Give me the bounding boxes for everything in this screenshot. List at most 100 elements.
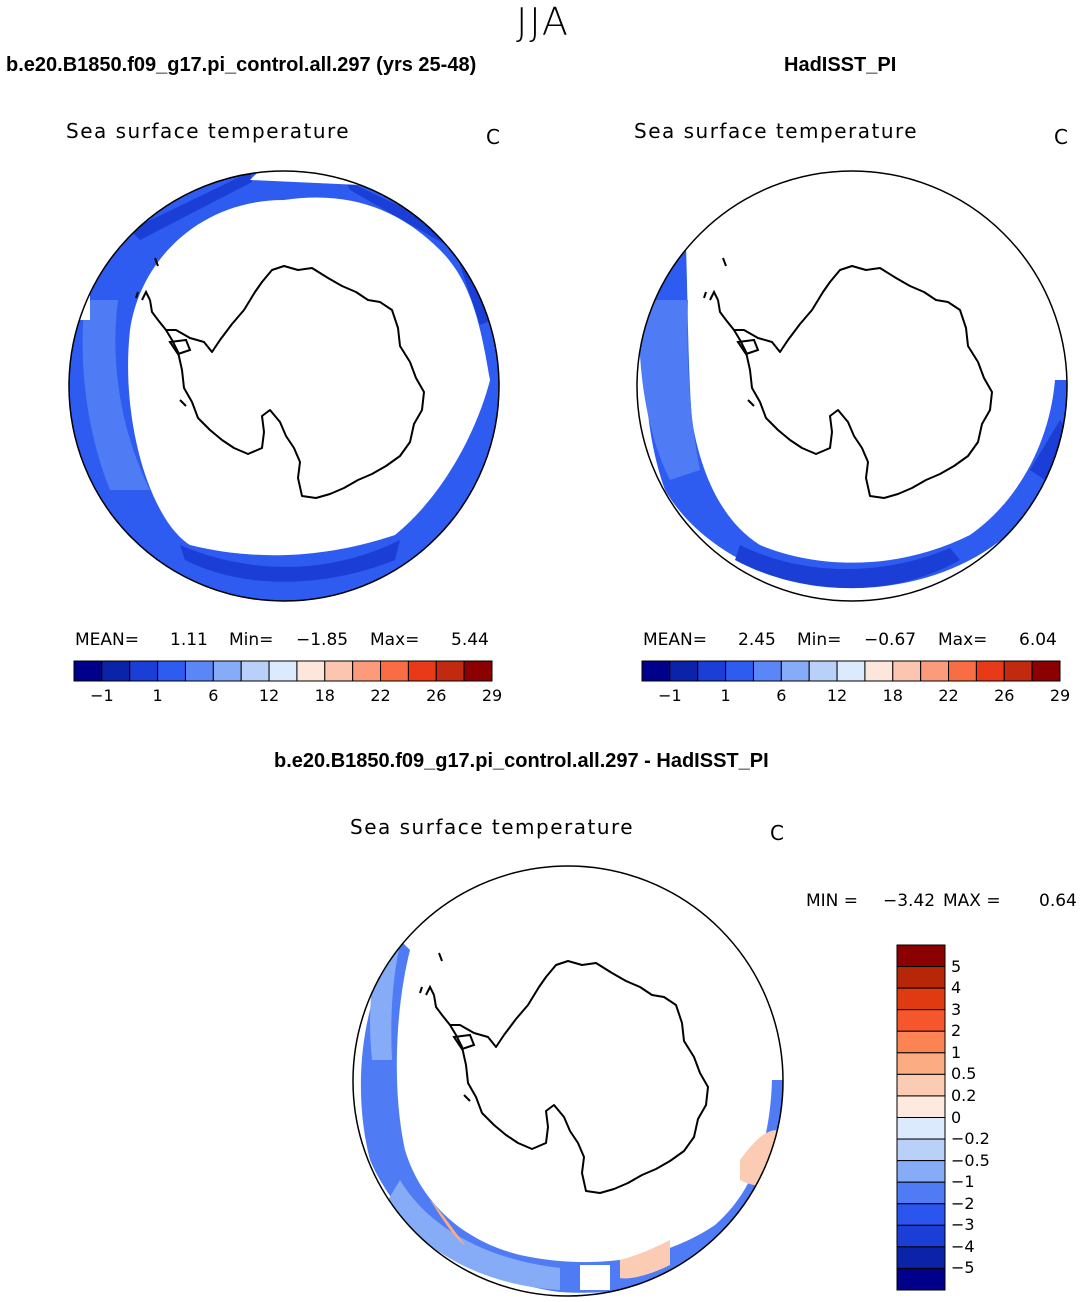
panel2-colorbar-tick: 29 — [1049, 686, 1071, 705]
diff-colorbar-tick: −4 — [951, 1236, 975, 1256]
panel2-title: HadISST_PI — [784, 54, 897, 76]
panel1-variable: Sea surface temperature — [66, 119, 351, 143]
diff-min-label: MIN = — [806, 891, 859, 911]
diff-max-label: MAX = — [943, 891, 1001, 911]
panel1-mean-value: 1.11 — [170, 630, 208, 650]
panel1-colorbar-swatch — [435, 660, 465, 682]
panel1-max-label: Max= — [370, 630, 420, 650]
diff-title: b.e20.B1850.f09_g17.pi_control.all.297 -… — [274, 750, 769, 772]
diff-colorbar-swatch — [896, 1117, 946, 1140]
panel2-mean-label: MEAN= — [643, 630, 707, 650]
diff-colorbar-tick: 4 — [951, 978, 962, 998]
diff-colorbar-tick: 5 — [951, 956, 962, 976]
panel1-colorbar-tick: 26 — [426, 686, 447, 705]
panel2-colorbar-tick: 26 — [994, 686, 1015, 705]
panel2-max-label: Max= — [938, 630, 988, 650]
panel2-colorbar-tick: 12 — [826, 686, 848, 705]
panel1-colorbar-swatch — [129, 660, 159, 682]
panel2-colorbar-swatch — [948, 660, 977, 682]
diff-colorbar-swatch — [896, 1073, 946, 1097]
diff-max-value: 0.64 — [1039, 891, 1077, 911]
panel1-colorbar-tick: −1 — [90, 686, 114, 705]
panel1-max-value: 5.44 — [451, 630, 489, 650]
panel1-stats: MEAN= 1.11 Min= −1.85 Max= 5.44 — [0, 630, 540, 652]
panel2-colorbar-swatch — [641, 660, 671, 682]
diff-min-value: −3.42 — [883, 891, 936, 911]
panel1-min-value: −1.85 — [296, 630, 349, 650]
panel2-colorbar-tick: 6 — [776, 686, 787, 705]
panel2-max-value: 6.04 — [1019, 630, 1057, 650]
panel1-colorbar — [73, 660, 493, 682]
diff-colorbar-tick: 0.2 — [951, 1085, 977, 1105]
panel2-units: C — [1054, 125, 1068, 149]
panel1-colorbar-swatch — [296, 660, 326, 682]
diff-colorbar-swatch — [896, 944, 946, 968]
diff-stats: MIN = −3.42 MAX = 0.64 — [806, 891, 1086, 913]
panel1-colorbar-swatch — [212, 660, 242, 682]
panel2-colorbar-swatch — [725, 660, 754, 682]
panel2-colorbar-tick: 22 — [938, 686, 959, 705]
diff-map-border — [352, 865, 784, 1297]
panel2-min-value: −0.67 — [864, 630, 917, 650]
diff-colorbar-swatch — [896, 1138, 946, 1162]
diff-colorbar-tick: −3 — [951, 1215, 975, 1235]
diff-colorbar — [896, 944, 946, 1291]
panel2-colorbar-swatch — [920, 660, 950, 682]
panel2-colorbar — [641, 660, 1061, 682]
panel1-colorbar-tick: 22 — [370, 686, 391, 705]
panel2-colorbar-swatch — [864, 660, 894, 682]
panel2-colorbar-tick: −1 — [658, 686, 682, 705]
diff-colorbar-swatch — [896, 1052, 946, 1075]
panel2-colorbar-swatch — [1031, 660, 1061, 682]
diff-colorbar-swatch — [896, 1095, 946, 1118]
panel1-colorbar-swatch — [380, 660, 409, 682]
panel2-colorbar-tick: 18 — [882, 686, 903, 705]
panel1-units: C — [486, 125, 500, 149]
diff-colorbar-tick: −2 — [951, 1193, 975, 1213]
panel1-colorbar-swatch — [352, 660, 382, 682]
panel2-map-border — [636, 170, 1068, 602]
panel1-colorbar-tick: 29 — [481, 686, 503, 705]
diff-colorbar-swatch — [896, 1181, 946, 1205]
diff-colorbar-tick: 0.5 — [951, 1064, 977, 1084]
panel1-colorbar-swatch — [407, 660, 437, 682]
panel1-colorbar-swatch — [101, 660, 131, 682]
diff-colorbar-tick: −5 — [951, 1258, 975, 1278]
panel1-colorbar-tick: 18 — [314, 686, 335, 705]
diff-colorbar-swatch — [896, 987, 946, 1011]
diff-colorbar-tick: 0 — [951, 1107, 962, 1127]
panel2-colorbar-swatch — [892, 660, 922, 682]
panel2-colorbar-swatch — [836, 660, 866, 682]
panel2-colorbar-swatch — [1003, 660, 1033, 682]
panel1-colorbar-swatch — [240, 660, 270, 682]
panel1-colorbar-tick: 12 — [258, 686, 280, 705]
panel1-colorbar-swatch — [184, 660, 214, 682]
diff-map — [353, 866, 783, 1296]
panel2-variable: Sea surface temperature — [634, 119, 919, 143]
panel1-map — [69, 171, 499, 601]
panel2-colorbar-tick: 1 — [720, 686, 731, 705]
panel2-map — [637, 171, 1067, 601]
diff-colorbar-swatch — [896, 1160, 946, 1183]
diff-colorbar-tick: 3 — [951, 999, 962, 1019]
season-title: JJA — [516, 0, 570, 44]
diff-colorbar-swatch — [896, 1009, 946, 1032]
panel1-colorbar-swatch — [73, 660, 103, 682]
diff-colorbar-swatch — [896, 966, 946, 989]
panel2-colorbar-swatch — [780, 660, 810, 682]
panel2-mean-value: 2.45 — [738, 630, 776, 650]
panel1-colorbar-swatch — [463, 660, 493, 682]
panel1-colorbar-tick: 6 — [208, 686, 219, 705]
diff-colorbar-tick: −1 — [951, 1172, 975, 1192]
diff-colorbar-tick: 1 — [951, 1042, 962, 1062]
panel1-colorbar-swatch — [324, 660, 354, 682]
diff-units: C — [770, 821, 784, 845]
diff-colorbar-tick: −0.5 — [951, 1150, 990, 1170]
panel2-min-label: Min= — [797, 630, 842, 650]
diff-colorbar-swatch — [896, 1030, 946, 1054]
panel1-mean-label: MEAN= — [75, 630, 139, 650]
panel1-map-border — [68, 170, 500, 602]
panel2-colorbar-swatch — [669, 660, 699, 682]
panel1-colorbar-swatch — [157, 660, 186, 682]
